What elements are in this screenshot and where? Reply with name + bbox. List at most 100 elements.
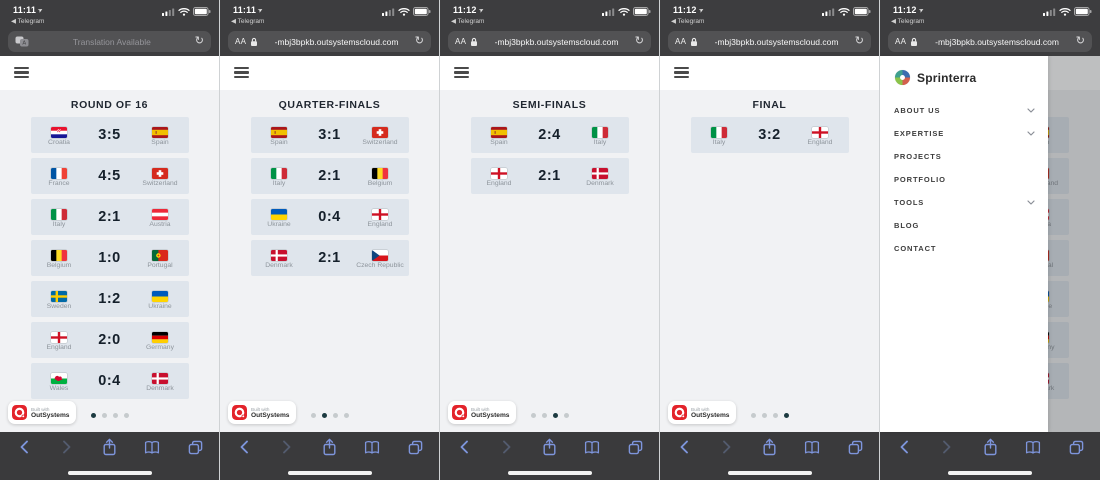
pagination-dot[interactable] <box>310 413 316 418</box>
translate-icon[interactable]: A <box>15 36 29 47</box>
back-to-app-button[interactable]: ◀ Telegram <box>11 18 45 25</box>
reader-options-button[interactable]: AA <box>455 37 467 46</box>
brand-link[interactable]: Sprinterra <box>894 69 1048 86</box>
back-to-app-button[interactable]: ◀ Telegram <box>451 18 485 25</box>
bookmarks-button[interactable] <box>142 437 162 457</box>
tabs-button[interactable] <box>625 437 645 457</box>
match-score: 3:2 <box>758 127 781 143</box>
bookmarks-button[interactable] <box>582 437 602 457</box>
menu-button[interactable] <box>234 67 249 78</box>
reload-button[interactable]: ↻ <box>854 35 864 47</box>
bookmarks-button[interactable] <box>802 437 822 457</box>
bookmarks-button[interactable] <box>1023 437 1043 457</box>
forward-button[interactable] <box>937 437 957 457</box>
forward-button[interactable] <box>497 437 517 457</box>
home-indicator[interactable] <box>727 471 812 475</box>
match-card: Spain 2:4 Italy <box>470 117 629 153</box>
pagination-dot[interactable] <box>563 413 569 418</box>
away-team: Switzerland <box>352 125 409 146</box>
menu-item-portfolio[interactable]: PORTFOLIO <box>880 168 1048 191</box>
forward-button[interactable] <box>277 437 297 457</box>
forward-button[interactable] <box>57 437 77 457</box>
back-button[interactable] <box>14 437 34 457</box>
menu-item-contact[interactable]: CONTACT <box>880 237 1048 260</box>
address-bar[interactable]: AA -mbj3bpkb.outsystemscloud.com ↻ <box>668 31 871 52</box>
home-indicator[interactable] <box>507 471 592 475</box>
pagination-dot[interactable] <box>332 413 338 418</box>
address-bar[interactable]: A Translation Available ↻ <box>8 31 211 52</box>
back-button[interactable] <box>234 437 254 457</box>
tabs-button[interactable] <box>845 437 865 457</box>
menu-item-expertise[interactable]: EXPERTISE <box>880 122 1048 145</box>
reader-options-button[interactable]: AA <box>675 37 687 46</box>
pagination-dot[interactable] <box>530 413 536 418</box>
chevron-left-icon <box>898 439 910 455</box>
menu-item-about-us[interactable]: ABOUT US <box>880 99 1048 122</box>
reload-button[interactable]: ↻ <box>634 35 644 47</box>
pagination-dot[interactable] <box>541 413 547 418</box>
pagination-dot[interactable] <box>90 413 96 418</box>
address-bar[interactable]: AA -mbj3bpkb.outsystemscloud.com ↻ <box>448 31 651 52</box>
back-button[interactable] <box>674 437 694 457</box>
menu-button[interactable] <box>14 67 29 78</box>
home-indicator[interactable] <box>67 471 152 475</box>
home-indicator[interactable] <box>948 471 1032 475</box>
reload-button[interactable]: ↻ <box>414 35 424 47</box>
chevron-down-icon <box>1027 131 1035 136</box>
pagination-dot[interactable] <box>112 413 118 418</box>
pagination-dot[interactable] <box>750 413 756 418</box>
tabs-button[interactable] <box>405 437 425 457</box>
back-to-app-button[interactable]: ◀ Telegram <box>231 18 265 25</box>
pagination-dot[interactable] <box>343 413 349 418</box>
reload-button[interactable]: ↻ <box>194 35 204 47</box>
address-bar[interactable]: AA -mbj3bpkb.outsystemscloud.com ↻ <box>888 31 1092 52</box>
pagination-dot[interactable] <box>552 413 558 418</box>
share-button[interactable] <box>100 437 120 457</box>
pagination-dots <box>220 413 439 418</box>
status-icons <box>602 7 651 16</box>
reader-options-button[interactable]: AA <box>895 37 907 46</box>
menu-item-projects[interactable]: PROJECTS <box>880 145 1048 168</box>
tabs-button[interactable] <box>1066 437 1086 457</box>
back-button[interactable] <box>454 437 474 457</box>
pagination-dot[interactable] <box>123 413 129 418</box>
address-bar[interactable]: AA -mbj3bpkb.outsystemscloud.com ↻ <box>228 31 431 52</box>
tabs-button[interactable] <box>185 437 205 457</box>
battery-icon <box>413 7 431 16</box>
back-to-app-button[interactable]: ◀ Telegram <box>671 18 705 25</box>
pagination-dot[interactable] <box>101 413 107 418</box>
pagination-dot[interactable] <box>761 413 767 418</box>
back-button[interactable] <box>894 437 914 457</box>
forward-button[interactable] <box>717 437 737 457</box>
home-indicator[interactable] <box>287 471 372 475</box>
brand-name: Sprinterra <box>917 70 977 85</box>
reload-button[interactable]: ↻ <box>1075 35 1085 47</box>
share-button[interactable] <box>540 437 560 457</box>
pagination-dot[interactable] <box>321 413 327 418</box>
home-team: Italy <box>31 207 88 228</box>
match-card: Belgium 1:0 Portugal <box>30 240 189 276</box>
menu-button[interactable] <box>454 67 469 78</box>
menu-item-blog[interactable]: BLOG <box>880 214 1048 237</box>
svg-text:A: A <box>22 41 26 47</box>
match-card: Italy 2:1 Belgium <box>250 158 409 194</box>
bookmarks-button[interactable] <box>362 437 382 457</box>
back-to-app-button[interactable]: ◀ Telegram <box>891 18 925 25</box>
match-card: Wales 0:4 Denmark <box>30 363 189 399</box>
share-button[interactable] <box>760 437 780 457</box>
pagination-dot[interactable] <box>783 413 789 418</box>
share-button[interactable] <box>320 437 340 457</box>
flag-england-icon <box>491 167 507 179</box>
share-button[interactable] <box>980 437 1000 457</box>
menu-item-tools[interactable]: TOOLS <box>880 191 1048 214</box>
battery-icon <box>633 7 651 16</box>
away-team: Austria <box>132 207 189 228</box>
safari-toolbar <box>880 432 1100 480</box>
pagination-dot[interactable] <box>772 413 778 418</box>
menu-button[interactable] <box>674 67 689 78</box>
reader-options-button[interactable]: AA <box>235 37 247 46</box>
